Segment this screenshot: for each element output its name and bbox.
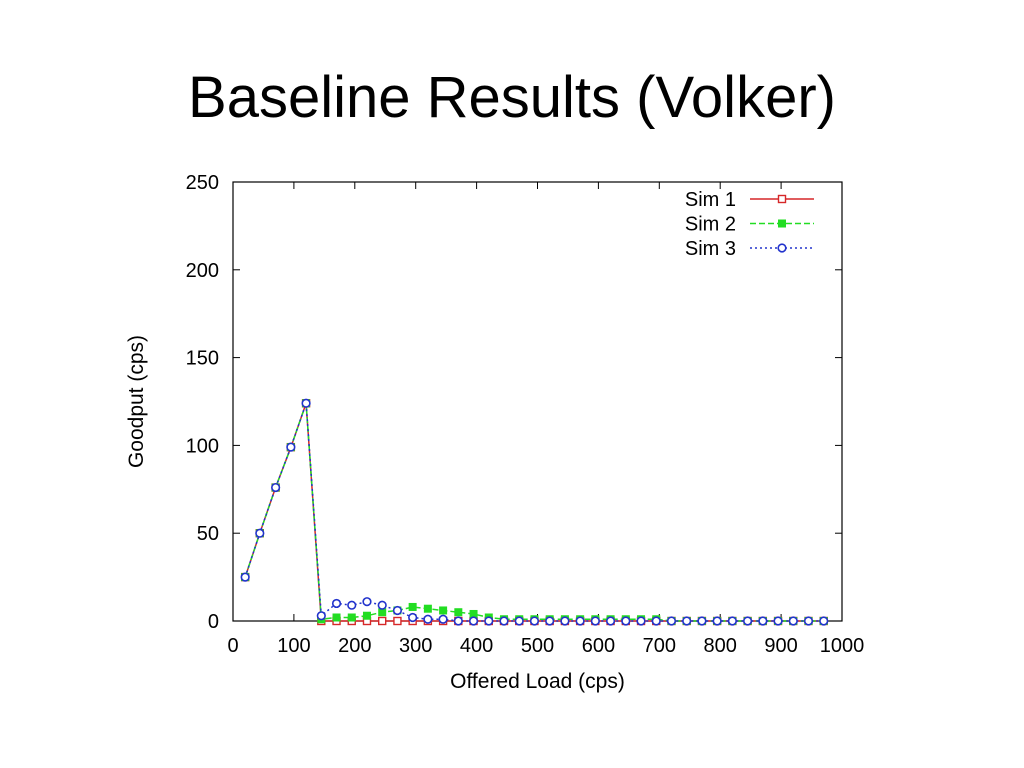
data-point (514, 616, 524, 626)
data-point (423, 604, 432, 613)
legend-label: Sim 3 (685, 238, 736, 260)
data-point (468, 616, 479, 626)
data-point (240, 572, 250, 582)
series-line (244, 403, 824, 622)
data-point (255, 528, 265, 538)
data-point (408, 612, 418, 623)
y-axis-label: Goodput (cps) (125, 335, 148, 468)
x-tick-label: 300 (399, 635, 432, 657)
data-point (286, 442, 296, 452)
y-tick-label: 100 (186, 435, 219, 457)
legend-marker (777, 194, 787, 204)
data-point (439, 606, 448, 615)
data-point (408, 602, 417, 611)
x-tick-label: 800 (704, 635, 737, 657)
y-tick-label: 250 (186, 172, 219, 194)
data-point (651, 616, 661, 626)
data-point (666, 616, 677, 626)
x-tick-label: 100 (277, 635, 310, 657)
data-point (727, 616, 737, 626)
data-point (271, 482, 281, 493)
data-point (697, 616, 707, 626)
data-point (605, 616, 616, 626)
x-tick-label: 400 (460, 635, 493, 657)
x-tick-label: 700 (643, 635, 676, 657)
x-axis-label: Offered Load (cps) (450, 670, 625, 693)
data-point (392, 605, 403, 616)
data-point (682, 616, 692, 626)
x-tick-label: 500 (521, 635, 554, 657)
data-point (453, 616, 463, 626)
legend-label: Sim 2 (685, 214, 736, 236)
series-2 (241, 399, 828, 625)
y-tick-label: 150 (186, 348, 219, 370)
data-point (773, 616, 783, 626)
x-axis-ticks: 0 100 200 300 400 500 600 700 800 900 1000 (227, 182, 864, 657)
legend-marker (778, 219, 786, 228)
data-point (362, 597, 372, 607)
data-point (362, 611, 371, 620)
data-point (331, 598, 342, 609)
x-tick-label: 900 (764, 635, 797, 657)
y-axis-ticks: 0 50 100 150 200 250 (186, 172, 842, 633)
data-point (377, 600, 387, 610)
series-1 (240, 399, 828, 626)
data-point (621, 616, 631, 626)
slide-title: Baseline Results (Volker) (188, 65, 836, 130)
data-point (788, 616, 798, 626)
data-point (454, 608, 463, 617)
data-point (332, 613, 341, 622)
data-point (529, 616, 540, 626)
data-point (819, 616, 829, 626)
data-point (743, 616, 753, 626)
x-tick-label: 0 (227, 635, 238, 657)
data-point (803, 616, 814, 626)
series-3 (240, 398, 829, 626)
data-point (484, 616, 494, 626)
series-line (244, 403, 824, 622)
data-point (712, 616, 722, 626)
data-point (423, 614, 433, 624)
data-point (590, 616, 600, 626)
data-point (758, 616, 768, 626)
x-tick-label: 1000 (820, 635, 865, 657)
data-point (347, 600, 357, 610)
data-point (545, 616, 555, 626)
data-point (560, 616, 570, 626)
y-tick-label: 50 (197, 523, 219, 545)
series-line (244, 403, 824, 622)
x-tick-label: 600 (582, 635, 615, 657)
data-point (499, 616, 509, 626)
data-point (347, 613, 356, 622)
y-tick-label: 200 (186, 260, 219, 282)
x-tick-label: 200 (338, 635, 371, 657)
data-point (636, 616, 646, 626)
data-point (575, 616, 585, 626)
data-point (393, 616, 402, 626)
series-layer (240, 398, 829, 626)
data-point (301, 398, 311, 408)
legend-label: Sim 1 (685, 189, 736, 211)
y-tick-label: 0 (208, 611, 219, 633)
legend-marker (777, 243, 787, 253)
data-point (438, 614, 448, 624)
data-point (316, 611, 326, 621)
data-point (378, 616, 387, 626)
